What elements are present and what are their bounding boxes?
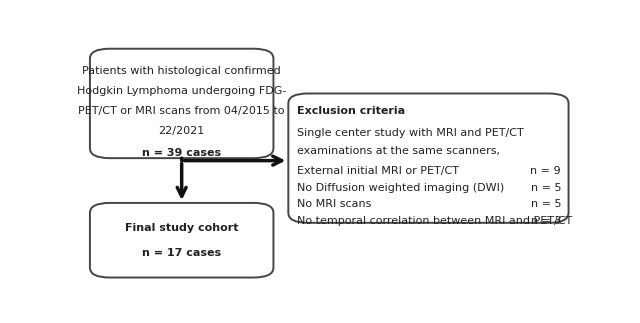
Text: No MRI scans: No MRI scans — [297, 199, 372, 209]
Text: Final study cohort: Final study cohort — [125, 223, 239, 233]
Text: n = 5: n = 5 — [531, 199, 561, 209]
Text: Exclusion criteria: Exclusion criteria — [297, 106, 405, 116]
Text: n = 39 cases: n = 39 cases — [142, 148, 221, 158]
Text: Patients with histological confirmed: Patients with histological confirmed — [83, 66, 281, 76]
Text: n = 9: n = 9 — [531, 166, 561, 176]
Text: n = 3: n = 3 — [531, 216, 561, 226]
FancyBboxPatch shape — [288, 93, 568, 223]
Text: External initial MRI or PET/CT: External initial MRI or PET/CT — [297, 166, 460, 176]
Text: No Diffusion weighted imaging (DWI): No Diffusion weighted imaging (DWI) — [297, 182, 504, 193]
Text: examinations at the same scanners,: examinations at the same scanners, — [297, 146, 500, 156]
FancyBboxPatch shape — [90, 203, 273, 277]
Text: 22/2021: 22/2021 — [159, 126, 205, 136]
Text: Single center study with MRI and PET/CT: Single center study with MRI and PET/CT — [297, 128, 524, 138]
Text: n = 5: n = 5 — [531, 182, 561, 193]
Text: No temporal correlation between MRI and PET/CT: No temporal correlation between MRI and … — [297, 216, 573, 226]
Text: n = 17 cases: n = 17 cases — [142, 248, 221, 258]
Text: Hodgkin Lymphoma undergoing FDG-: Hodgkin Lymphoma undergoing FDG- — [77, 86, 286, 96]
Text: PET/CT or MRI scans from 04/2015 to: PET/CT or MRI scans from 04/2015 to — [79, 106, 285, 116]
FancyBboxPatch shape — [90, 49, 273, 158]
